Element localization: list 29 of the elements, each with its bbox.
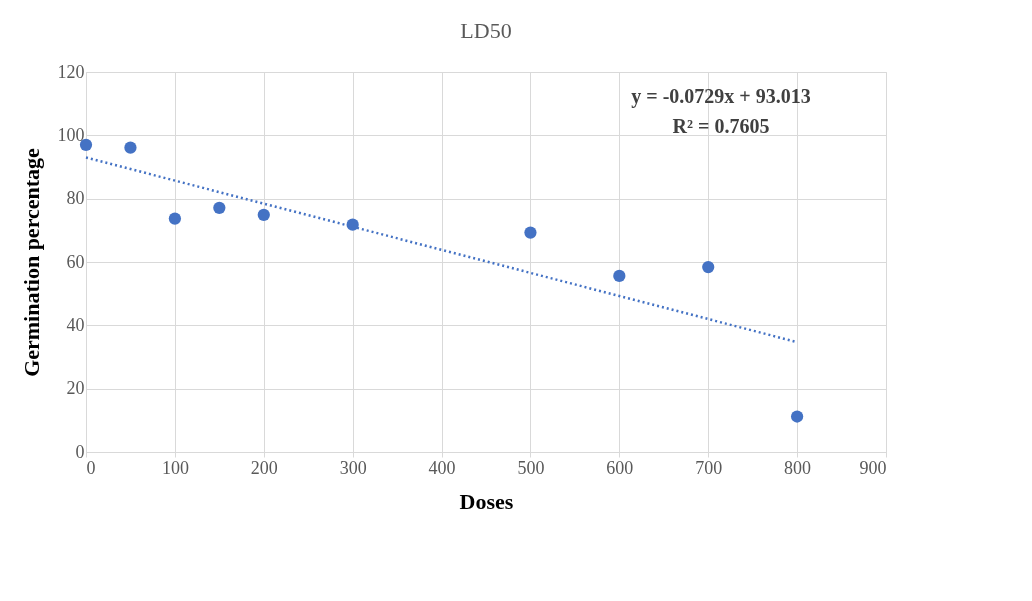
annotation: R² = 0.7605 [672, 115, 770, 137]
point [213, 201, 226, 214]
point [702, 260, 715, 274]
x-tick-label: 100 [161, 457, 189, 478]
y-tick-label: 20 [66, 378, 85, 399]
x-tick-label: 600 [606, 457, 634, 478]
x-tick-label: 400 [428, 457, 456, 478]
y-tick-label: 60 [66, 251, 85, 272]
point [524, 226, 537, 239]
x-tick-label: 900 [859, 457, 887, 478]
y-tick-label: 80 [66, 188, 85, 209]
x-tick-label: 700 [695, 457, 723, 478]
y-tick-label: 120 [57, 61, 85, 82]
point [257, 208, 270, 221]
y-tick-label: 0 [75, 441, 85, 462]
x-axis-title: Doses [459, 488, 514, 514]
point [124, 141, 137, 154]
y-tick-label: 40 [66, 314, 85, 335]
point [168, 212, 182, 225]
y-tick-label: 100 [57, 124, 85, 145]
x-tick-label: 300 [339, 457, 367, 478]
annotation: y = -0.0729x + 93.013 [631, 85, 811, 108]
x-tick-label: 200 [250, 457, 278, 478]
x-tick-label: 800 [784, 457, 812, 478]
chart-title: LD50 [460, 18, 512, 43]
point [790, 410, 804, 423]
x-tick-label: 500 [517, 457, 545, 478]
point [613, 269, 626, 283]
y-axis-title: Germination percentage [18, 147, 44, 377]
